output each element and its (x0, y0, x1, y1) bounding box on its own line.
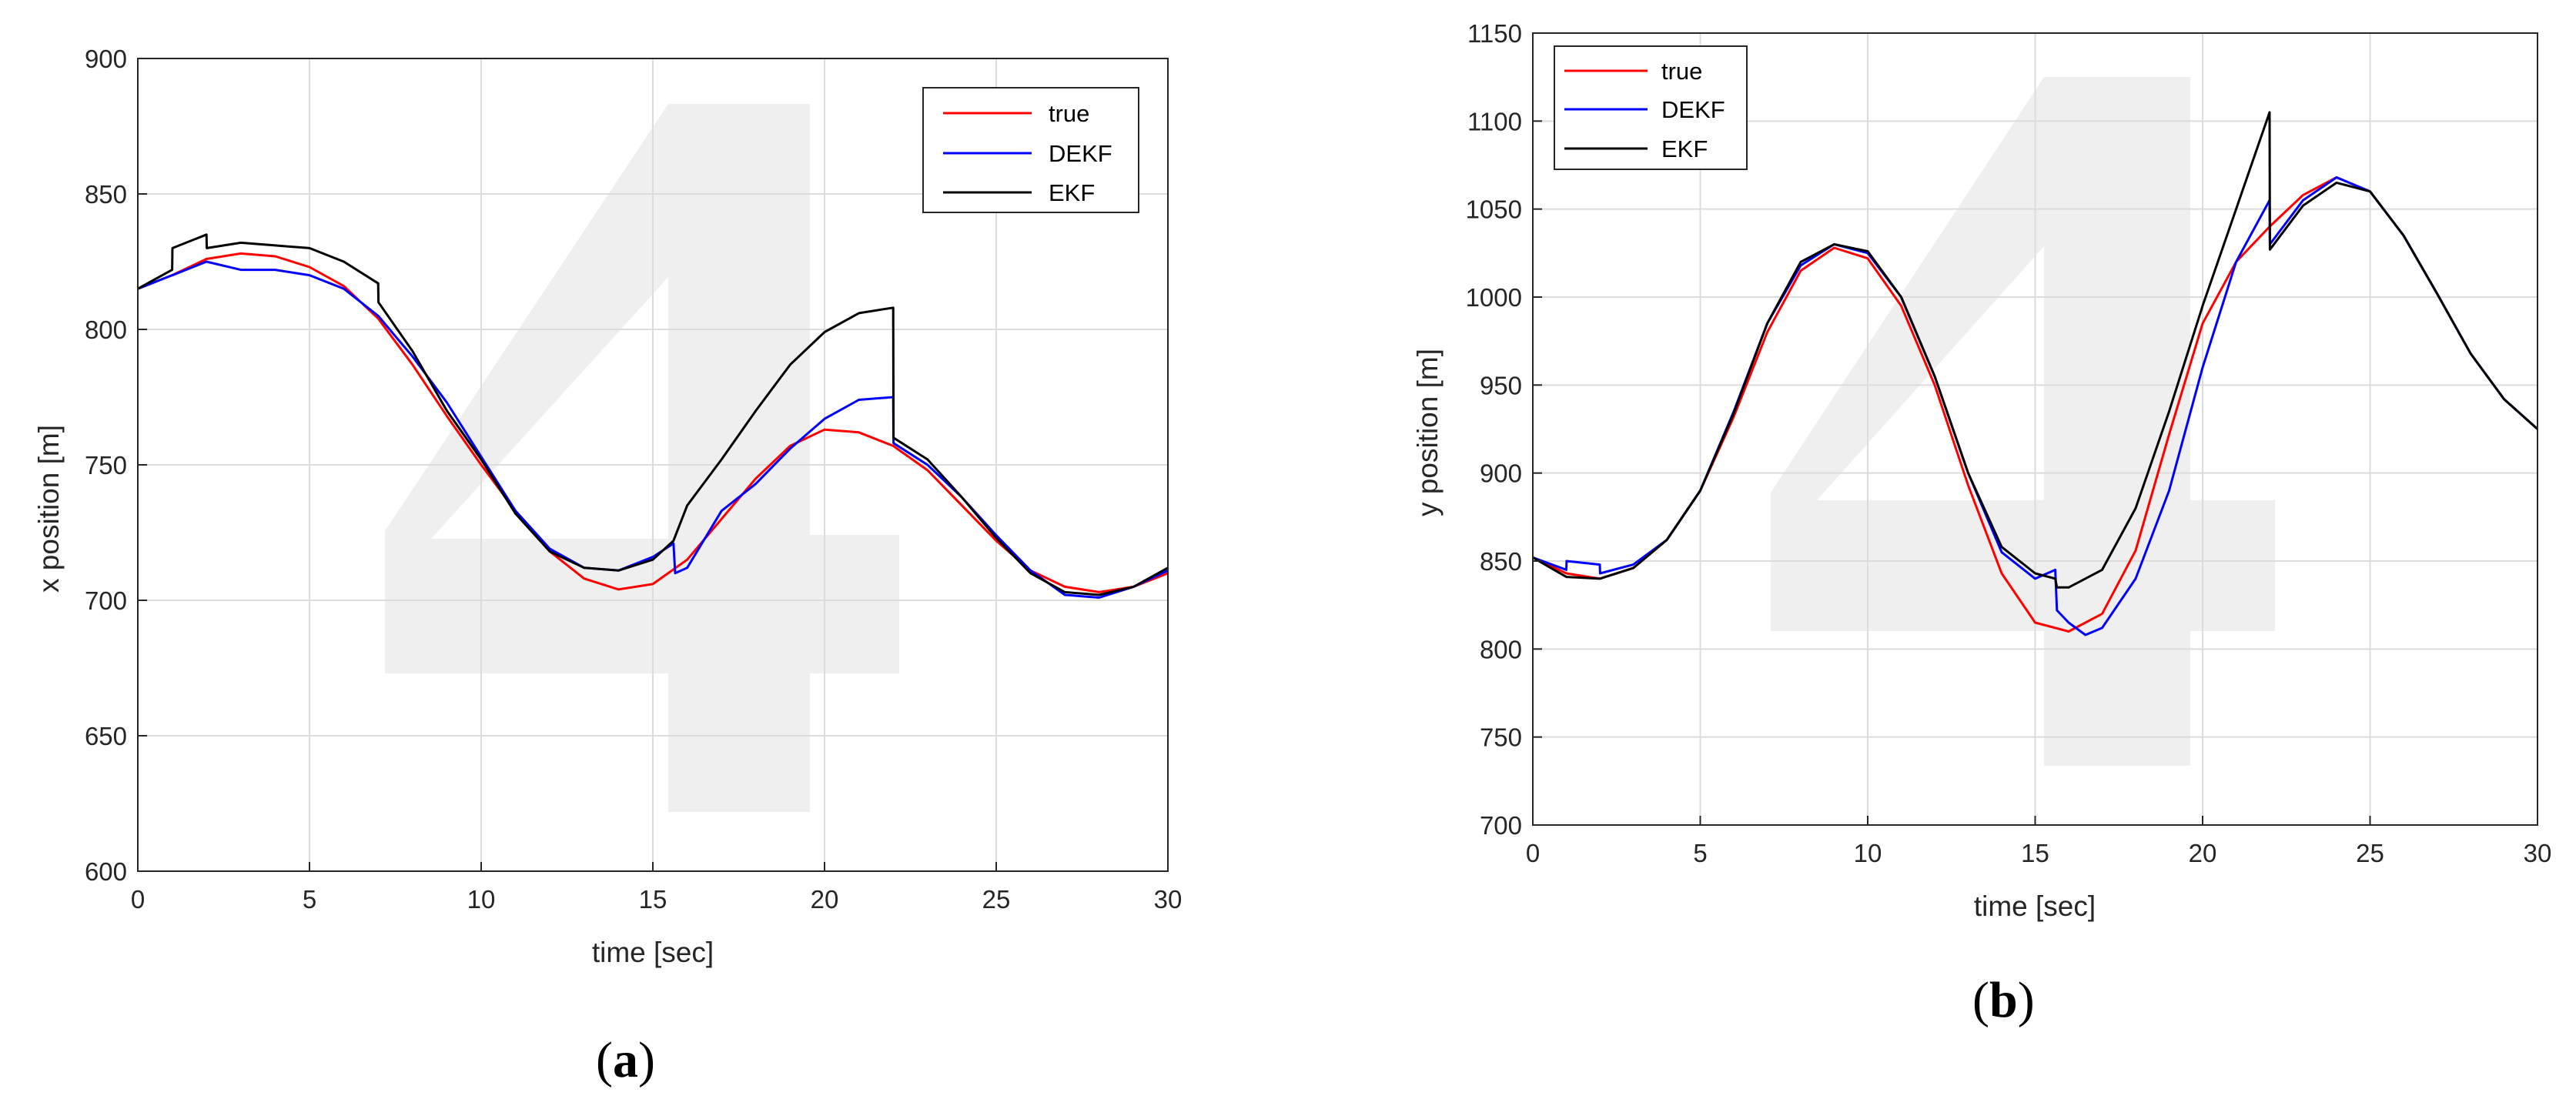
x-tick-label-a-30: 30 (1154, 885, 1183, 914)
x-tick-label-b-5: 5 (1693, 839, 1707, 867)
x-tick-label-b-0: 0 (1526, 839, 1540, 867)
y-tick-label-b-800: 800 (1480, 635, 1522, 663)
x-tick-label-a-25: 25 (982, 885, 1011, 914)
series-line-ekf-b (1532, 111, 2538, 589)
y-tick-label-a-600: 600 (85, 857, 127, 886)
y-tick-label-b-1100: 1100 (1467, 107, 1522, 135)
legend-label-ekf-b: EKF (1661, 135, 1708, 162)
y-axis-label-b: y position [m] (1412, 349, 1444, 516)
y-tick-label-b-900: 900 (1480, 459, 1522, 488)
x-tick-label-b-25: 25 (2356, 839, 2384, 867)
y-tick-label-b-850: 850 (1480, 547, 1522, 576)
panel-b-chart: 0 5 10 15 20 25 30 700 750 800 850 900 950 1000 1050 11… (1412, 19, 2551, 922)
x-axis-label-a: time [sec] (592, 937, 714, 968)
x-tick-label-b-30: 30 (2524, 839, 2552, 867)
series-line-ekf-a (137, 233, 1169, 596)
x-tick-label-b-10: 10 (1854, 839, 1882, 867)
legend-a: true DEKF EKF (922, 87, 1139, 213)
y-tick-label-b-700: 700 (1480, 811, 1522, 840)
x-tick-label-a-5: 5 (303, 885, 316, 914)
ticks-a: 0 5 10 15 20 25 30 600 650 700 750 800 850 900 (85, 45, 1182, 914)
panel-label-a: (a) (596, 1032, 655, 1088)
y-tick-label-a-900: 900 (85, 45, 127, 73)
y-tick-label-b-1050: 1050 (1466, 195, 1522, 224)
series-a (137, 233, 1169, 599)
y-tick-label-a-700: 700 (85, 586, 127, 615)
y-tick-label-a-850: 850 (85, 180, 127, 209)
x-tick-label-b-20: 20 (2189, 839, 2217, 867)
legend-label-true-a: true (1049, 100, 1089, 127)
y-tick-label-b-1150: 1150 (1467, 19, 1522, 48)
legend-label-true-b: true (1661, 58, 1702, 85)
x-tick-label-a-0: 0 (131, 885, 145, 914)
x-tick-label-a-15: 15 (639, 885, 667, 914)
x-tick-label-b-15: 15 (2021, 839, 2049, 867)
x-axis-label-b: time [sec] (1974, 890, 2096, 922)
series-b (1532, 111, 2538, 636)
series-line-true-a (137, 252, 1169, 593)
legend-label-dekf-a: DEKF (1049, 140, 1112, 167)
ticks-b: 0 5 10 15 20 25 30 700 750 800 850 900 950 1000 1050 11… (1466, 19, 2552, 867)
legend-label-dekf-b: DEKF (1661, 96, 1725, 123)
panel-a-chart: 0 5 10 15 20 25 30 600 650 700 750 800 850 900 time [… (33, 45, 1182, 968)
watermark-four-b (1771, 77, 2275, 766)
y-tick-label-a-650: 650 (85, 722, 127, 750)
y-tick-label-b-950: 950 (1480, 371, 1522, 399)
legend-label-ekf-a: EKF (1049, 179, 1095, 206)
x-tick-label-a-20: 20 (811, 885, 839, 914)
watermark-four-a (385, 104, 899, 812)
y-axis-label-a: x position [m] (33, 425, 65, 593)
legend-b: true DEKF EKF (1554, 45, 1748, 170)
y-tick-label-b-1000: 1000 (1466, 283, 1522, 312)
y-tick-label-b-750: 750 (1480, 723, 1522, 752)
y-tick-label-a-800: 800 (85, 316, 127, 344)
y-tick-label-a-750: 750 (85, 451, 127, 479)
x-tick-label-a-10: 10 (467, 885, 496, 914)
panel-label-b: (b) (1972, 972, 2035, 1028)
